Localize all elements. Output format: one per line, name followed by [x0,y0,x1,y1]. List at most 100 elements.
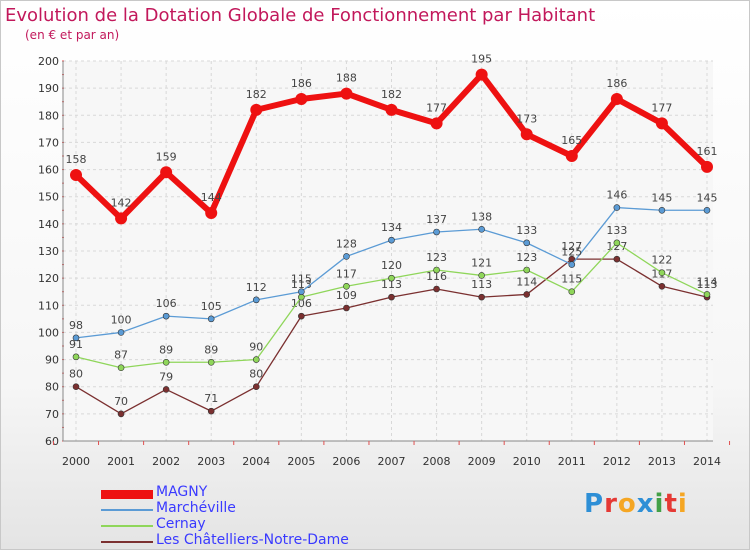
data-point-cernay [523,266,531,274]
data-label-les-chatelliers-notre-dame: 80 [249,368,263,381]
data-label-magny: 177 [426,101,447,114]
data-point-magny [295,93,308,105]
data-point-les-chatelliers-notre-dame [343,304,350,312]
data-point-magny [430,117,443,130]
chart-subtitle: (en € et par an) [25,28,120,42]
legend-label: Les Châtelliers-Notre-Dame [156,532,349,548]
data-label-marcheville: 112 [246,281,267,294]
data-point-marcheville [252,296,260,304]
data-point-cernay [478,272,485,279]
x-tick-label: 2011 [558,455,586,468]
data-point-marcheville [523,239,531,247]
y-tick-label: 160 [38,164,59,177]
data-label-marcheville: 137 [426,213,447,226]
data-label-les-chatelliers-notre-dame: 113 [471,278,492,291]
chart-title: Evolution de la Dotation Globale de Fonc… [5,5,596,26]
y-tick-label: 130 [38,245,59,258]
data-point-marcheville [117,329,125,336]
data-label-magny: 186 [606,77,627,90]
data-label-les-chatelliers-notre-dame: 114 [516,275,537,288]
data-point-cernay [568,288,576,296]
data-label-magny: 188 [336,72,357,85]
data-point-magny [385,103,398,116]
data-point-cernay [433,266,440,274]
data-point-magny [115,212,128,225]
data-label-magny: 177 [651,101,672,114]
data-point-cernay [72,353,80,361]
data-point-cernay [613,239,621,247]
data-label-cernay: 123 [516,251,537,264]
data-point-cernay [117,364,125,372]
data-point-marcheville [298,288,305,296]
legend-swatch [101,489,153,499]
data-point-cernay [252,356,260,363]
data-point-magny [160,166,173,179]
data-point-les-chatelliers-notre-dame [207,407,215,415]
y-tick-label: 110 [38,299,59,312]
x-tick-label: 2008 [423,455,451,468]
data-label-marcheville: 98 [69,319,83,332]
data-label-magny: 159 [156,150,177,163]
y-tick-label: 80 [45,381,59,394]
data-point-cernay [703,291,711,298]
data-label-cernay: 90 [249,341,263,354]
x-tick-label: 2010 [513,455,541,468]
y-tick-label: 190 [38,82,59,95]
data-label-les-chatelliers-notre-dame: 113 [697,278,718,291]
data-label-cernay: 133 [606,224,627,237]
data-point-les-chatelliers-notre-dame [523,291,531,298]
data-label-les-chatelliers-notre-dame: 79 [159,370,173,383]
data-point-les-chatelliers-notre-dame [72,383,80,391]
legend-label: Marchéville [156,500,236,516]
data-label-cernay: 120 [381,259,402,272]
brand-letter: i [654,489,665,519]
data-label-cernay: 121 [471,256,492,269]
data-point-marcheville [568,261,576,268]
brand-letter: o [617,489,637,519]
data-label-cernay: 114 [697,275,718,288]
x-tick-label: 2001 [107,455,135,468]
data-point-cernay [658,269,666,277]
data-label-marcheville: 105 [201,300,222,313]
data-label-magny: 195 [471,53,492,66]
brand-letter: x [636,489,655,519]
x-tick-label: 2007 [378,455,406,468]
legend-item: Cernay [101,516,401,534]
data-label-marcheville: 106 [156,297,177,310]
y-tick-label: 120 [38,272,59,285]
data-label-cernay: 87 [114,349,128,362]
data-label-magny: 186 [291,77,312,90]
data-label-les-chatelliers-notre-dame: 80 [69,368,83,381]
data-point-les-chatelliers-notre-dame [658,282,666,290]
x-tick-label: 2012 [603,455,631,468]
data-point-magny [475,68,488,81]
y-tick-label: 200 [38,55,59,68]
data-point-magny [205,207,218,219]
data-point-magny [520,128,533,141]
legend-swatch [101,541,153,543]
data-point-magny [70,169,82,181]
x-tick-label: 2014 [693,455,721,468]
y-tick-label: 170 [38,136,59,149]
data-label-cernay: 89 [159,343,173,356]
data-label-les-chatelliers-notre-dame: 127 [561,240,582,253]
data-label-marcheville: 100 [111,313,132,326]
data-point-marcheville [207,315,215,323]
data-point-les-chatelliers-notre-dame [298,312,305,320]
data-point-marcheville [433,228,440,236]
data-label-marcheville: 128 [336,237,357,250]
y-tick-label: 60 [45,435,59,448]
data-label-magny: 182 [246,88,267,101]
data-label-marcheville: 146 [606,189,627,202]
data-label-marcheville: 134 [381,221,402,234]
data-label-les-chatelliers-notre-dame: 116 [426,270,447,283]
data-label-les-chatelliers-notre-dame: 71 [204,392,218,405]
data-label-marcheville: 145 [651,191,672,204]
data-point-marcheville [703,206,711,214]
legend-swatch [101,509,153,511]
data-label-cernay: 123 [426,251,447,264]
data-label-cernay: 122 [651,254,672,267]
data-point-cernay [343,282,350,290]
data-point-les-chatelliers-notre-dame [613,255,621,263]
y-tick-label: 100 [38,326,59,339]
